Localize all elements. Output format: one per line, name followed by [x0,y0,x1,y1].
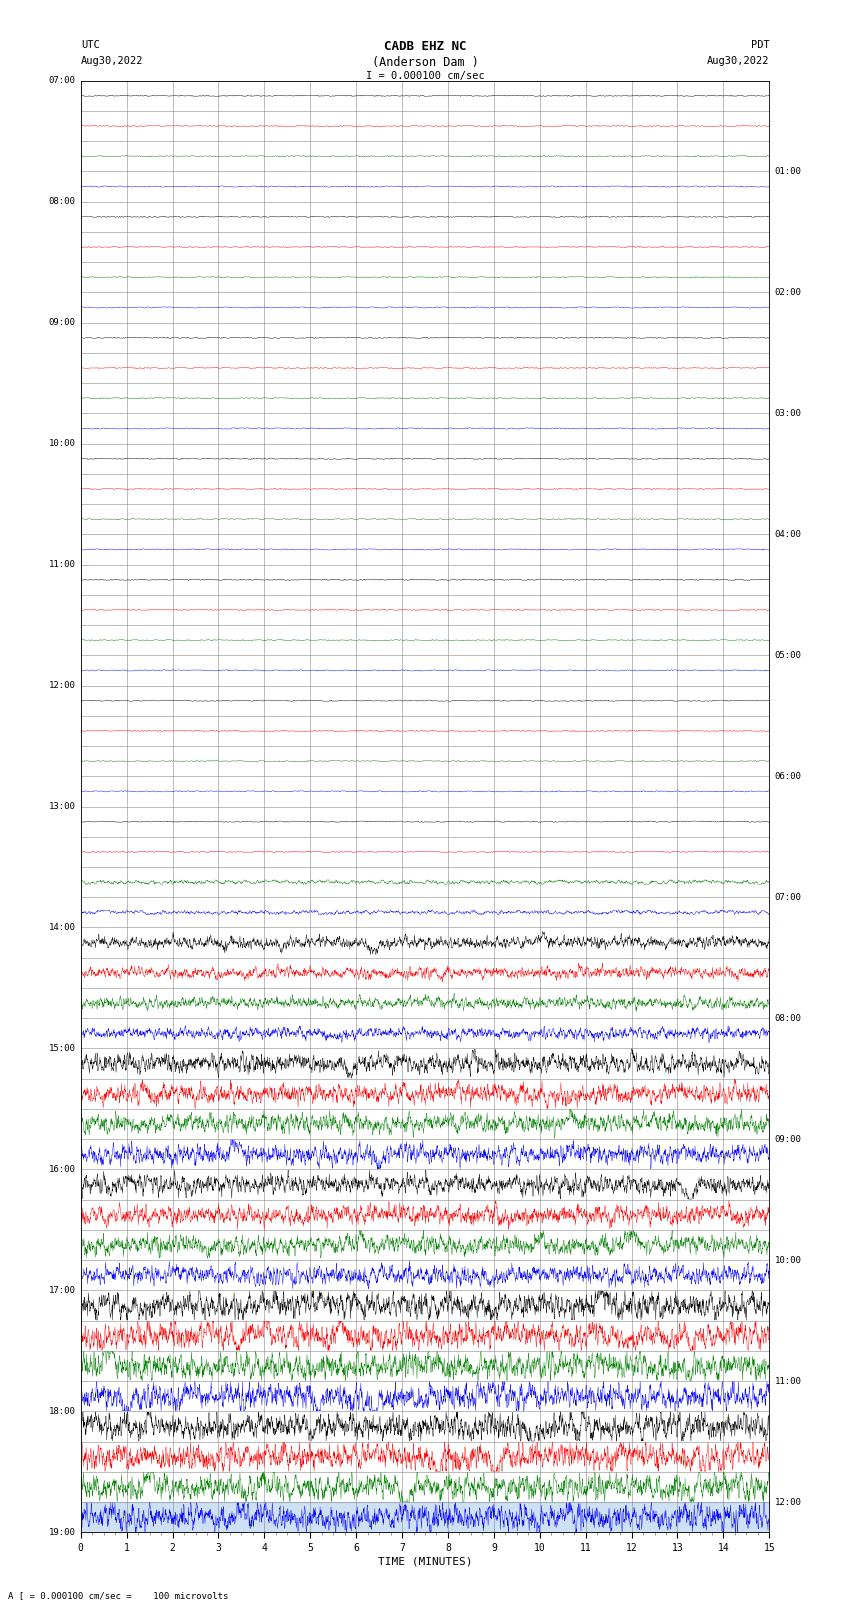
Text: 16:00: 16:00 [48,1165,76,1174]
Text: 05:00: 05:00 [774,650,802,660]
Text: 07:00: 07:00 [774,892,802,902]
Text: I = 0.000100 cm/sec: I = 0.000100 cm/sec [366,71,484,81]
Text: 13:00: 13:00 [48,802,76,811]
X-axis label: TIME (MINUTES): TIME (MINUTES) [377,1557,473,1566]
Text: 08:00: 08:00 [774,1013,802,1023]
Text: 06:00: 06:00 [774,771,802,781]
Text: 07:00: 07:00 [48,76,76,85]
Text: CADB EHZ NC: CADB EHZ NC [383,40,467,53]
Text: 12:00: 12:00 [774,1497,802,1507]
Text: 10:00: 10:00 [774,1255,802,1265]
Text: 17:00: 17:00 [48,1286,76,1295]
Text: A [ = 0.000100 cm/sec =    100 microvolts: A [ = 0.000100 cm/sec = 100 microvolts [8,1590,229,1600]
Text: 08:00: 08:00 [48,197,76,206]
Text: 11:00: 11:00 [48,560,76,569]
Text: 12:00: 12:00 [48,681,76,690]
Text: 09:00: 09:00 [774,1134,802,1144]
Text: 04:00: 04:00 [774,529,802,539]
Text: (Anderson Dam ): (Anderson Dam ) [371,56,479,69]
Text: PDT: PDT [751,40,769,50]
Text: 03:00: 03:00 [774,408,802,418]
Text: 02:00: 02:00 [774,287,802,297]
Text: Aug30,2022: Aug30,2022 [81,56,144,66]
Text: 01:00: 01:00 [774,166,802,176]
Text: Aug30,2022: Aug30,2022 [706,56,769,66]
Text: 18:00: 18:00 [48,1407,76,1416]
Text: 10:00: 10:00 [48,439,76,448]
Text: 14:00: 14:00 [48,923,76,932]
Text: UTC: UTC [81,40,99,50]
Text: 09:00: 09:00 [48,318,76,327]
Text: 11:00: 11:00 [774,1376,802,1386]
Text: 19:00: 19:00 [48,1528,76,1537]
Text: 15:00: 15:00 [48,1044,76,1053]
